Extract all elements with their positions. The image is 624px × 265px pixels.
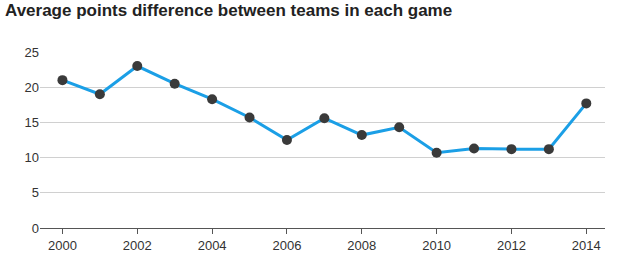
svg-text:20: 20 <box>25 80 39 95</box>
svg-text:2008: 2008 <box>347 238 376 253</box>
svg-text:2010: 2010 <box>422 238 451 253</box>
svg-text:2006: 2006 <box>272 238 301 253</box>
svg-text:2012: 2012 <box>497 238 526 253</box>
svg-text:10: 10 <box>25 150 39 165</box>
svg-text:15: 15 <box>25 115 39 130</box>
svg-text:2004: 2004 <box>198 238 227 253</box>
svg-text:2000: 2000 <box>48 238 77 253</box>
svg-text:25: 25 <box>25 45 39 60</box>
svg-text:Average points difference betw: Average points difference between teams … <box>5 1 452 20</box>
svg-text:2014: 2014 <box>572 238 601 253</box>
svg-text:5: 5 <box>32 185 39 200</box>
svg-text:2002: 2002 <box>123 238 152 253</box>
svg-text:0: 0 <box>32 221 39 236</box>
